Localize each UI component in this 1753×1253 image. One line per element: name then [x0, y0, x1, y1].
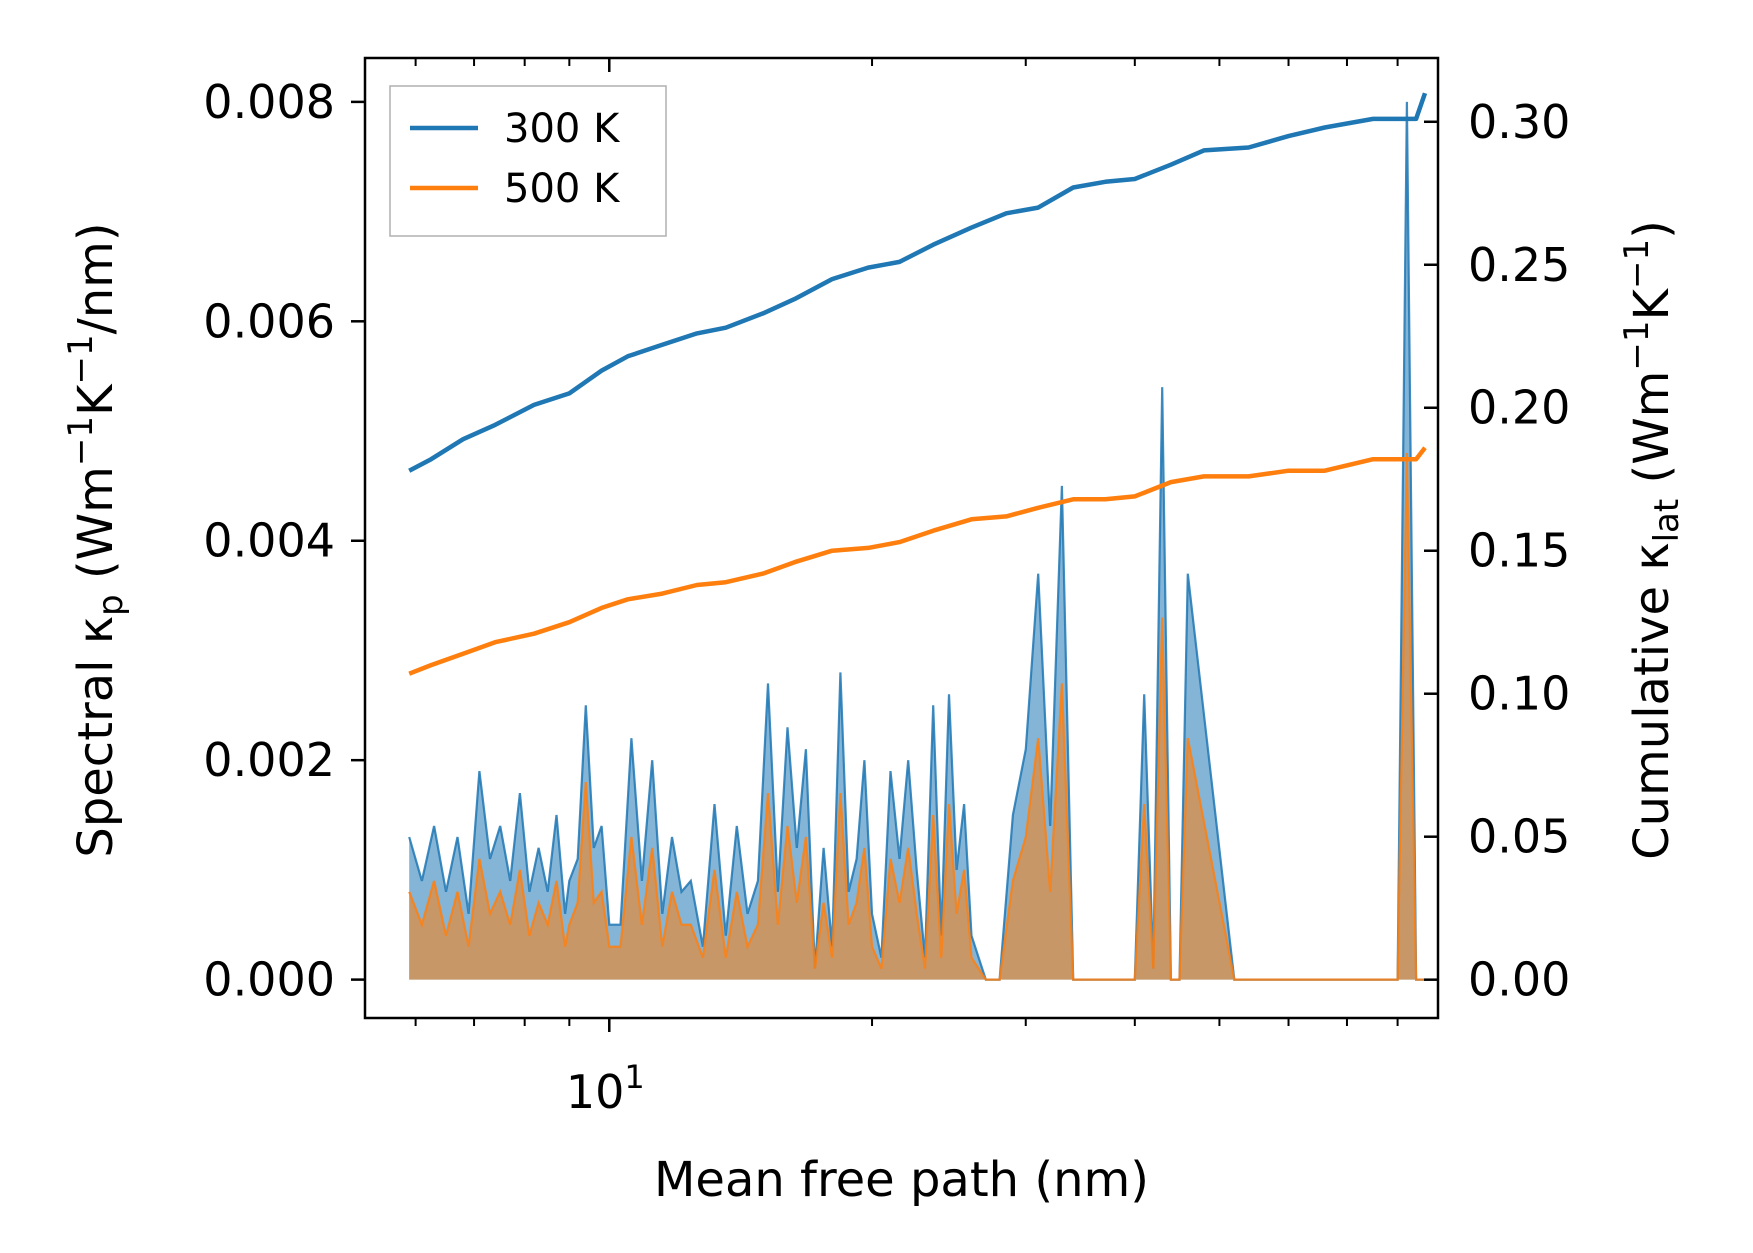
x-tick-label-exponent: 1	[624, 1058, 644, 1096]
spectral-area-500k	[409, 453, 1425, 980]
y-left-axis-label-part: K	[68, 383, 124, 416]
y-right-axis-label-part: )	[1624, 220, 1680, 239]
y-right-tick-label: 0.10	[1468, 667, 1570, 721]
spectral-line-500k	[408, 452, 1425, 981]
y-left-axis-label-part: /nm)	[68, 222, 124, 334]
y-left-axis-label-part: −1	[61, 416, 101, 466]
y-right-tick-label: 0.00	[1468, 953, 1570, 1007]
x-axis-label: Mean free path (nm)	[654, 1152, 1149, 1208]
cumulative-layer	[408, 92, 1428, 676]
y-left-axis-label: Spectral κp (Wm−1K−1/nm)	[61, 222, 131, 857]
legend-label-500k: 500 K	[504, 166, 621, 212]
y-left-tick-label: 0.004	[203, 514, 335, 568]
y-left-tick-label: 0.000	[203, 953, 335, 1007]
y-left-tick-label: 0.006	[203, 294, 335, 348]
cumulative-line-500k	[408, 446, 1427, 676]
y-right-axis-label-part: (Wm	[1624, 371, 1680, 499]
axis-label-layer: Mean free path (nm)Spectral κp (Wm−1K−1/…	[61, 220, 1687, 1208]
spectral-line-300k	[408, 101, 1425, 981]
y-right-tick-label: 0.20	[1468, 381, 1570, 435]
plot-frame	[363, 56, 1440, 1020]
spectral-layer	[408, 101, 1425, 981]
legend-box	[389, 85, 667, 237]
y-left-tick-label: 0.008	[203, 75, 335, 129]
y-left-axis-label-part: −1	[61, 334, 101, 384]
y-right-tick-label: 0.05	[1468, 810, 1570, 864]
y-right-axis-label-part: lat	[1647, 499, 1687, 543]
y-left-axis-label-part: (Wm	[68, 466, 124, 594]
y-left-tick-label: 0.002	[203, 733, 335, 787]
y-left-axis-label-part: Spectral κ	[68, 616, 124, 858]
legend: 300 K 500 K	[389, 85, 667, 237]
y-right-tick-label: 0.15	[1468, 524, 1570, 578]
y-right-axis-label-part: −1	[1617, 320, 1657, 370]
y-right-tick-label: 0.25	[1468, 238, 1570, 292]
y-right-axis-label-part: Cumulative κ	[1624, 542, 1680, 860]
spectral-area-300k	[409, 101, 1425, 980]
y-left-axis-label-part: p	[91, 594, 131, 616]
y-right-axis-label-part: K	[1624, 287, 1680, 320]
x-tick-label: 101	[566, 1058, 645, 1119]
tick-layer: 0.000 0.002 0.004 0.006 0.008 0.00 0.05 0.10 0.1…	[203, 58, 1570, 1119]
legend-label-300k: 300 K	[504, 106, 621, 152]
y-right-tick-label: 0.30	[1468, 95, 1570, 149]
y-right-axis-label-part: −1	[1617, 239, 1657, 289]
cumulative-line-300k	[408, 92, 1428, 473]
y-right-axis-label: Cumulative κlat (Wm−1K−1)	[1617, 220, 1687, 860]
